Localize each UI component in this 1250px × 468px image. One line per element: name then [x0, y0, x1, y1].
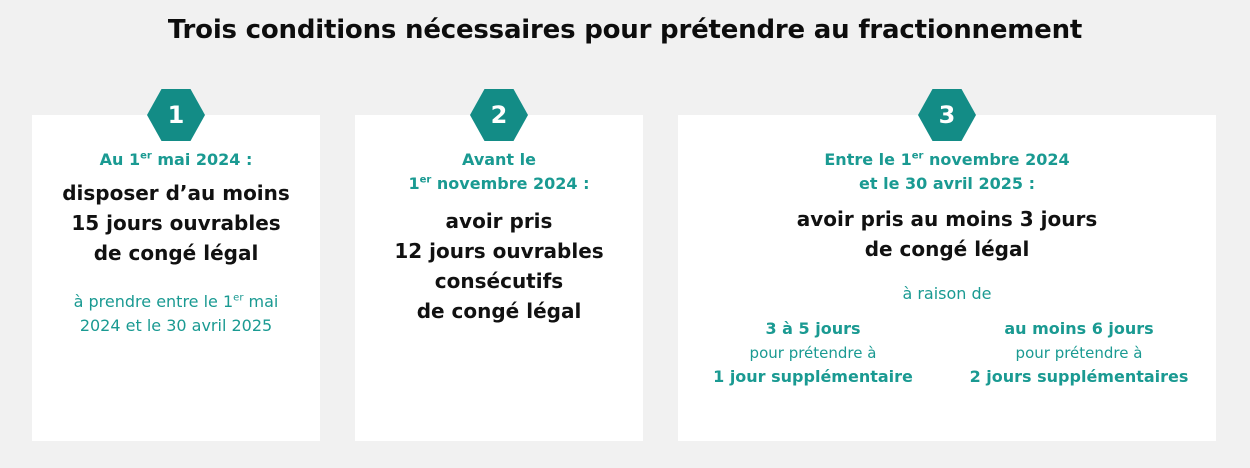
condition-2-requirement: avoir pris 12 jours ouvrables consécutif…: [394, 209, 604, 323]
step-badge-2: 2: [470, 89, 528, 141]
condition-3-raison: à raison de: [902, 284, 992, 303]
step-badge-3: 3: [918, 89, 976, 141]
condition-1-date: Au 1er mai 2024 :: [99, 150, 253, 169]
page-title: Trois conditions nécessaires pour préten…: [167, 15, 1083, 45]
condition-1-note: à prendre entre le 1er mai 2024 et le 30…: [73, 292, 279, 335]
condition-card-2: 2 Avant le 1er novembre 2024 : avoir pri…: [355, 89, 643, 441]
condition-card-1: 1 Au 1er mai 2024 : disposer d’au moins …: [32, 89, 320, 441]
condition-card-3: 3 Entre le 1er novembre 2024 et le 30 av…: [678, 89, 1216, 441]
step-badge-1: 1: [147, 89, 205, 141]
condition-1-requirement: disposer d’au moins 15 jours ouvrables d…: [62, 181, 290, 265]
condition-3-requirement: avoir pris au moins 3 jours de congé lég…: [796, 207, 1098, 261]
condition-2-date: Avant le 1er novembre 2024 :: [408, 150, 590, 193]
condition-3-date: Entre le 1er novembre 2024 et le 30 avri…: [824, 150, 1070, 193]
option-6-days: au moins 6 jours pour prétendre à 2 jour…: [969, 319, 1189, 386]
option-3-to-5-days: 3 à 5 jours pour prétendre à 1 jour supp…: [713, 319, 913, 386]
